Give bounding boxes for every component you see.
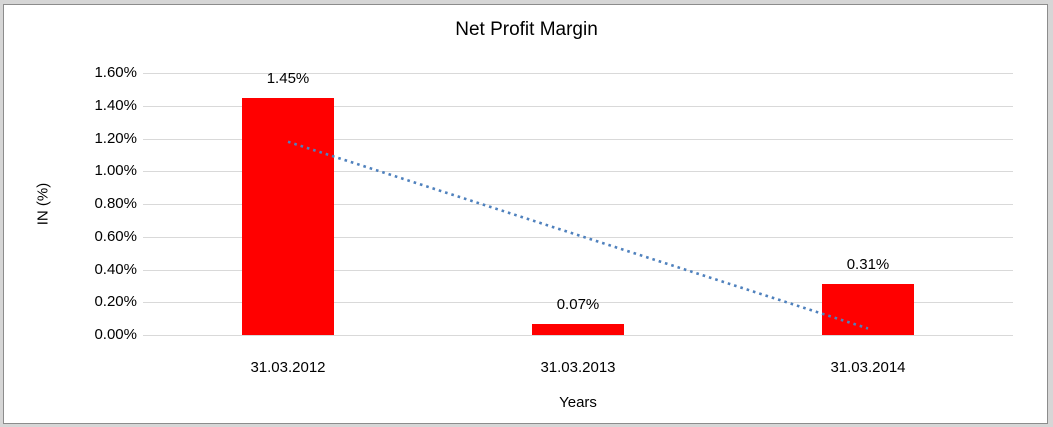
y-axis-tick-label: 1.20% <box>94 129 137 147</box>
gridline <box>143 138 1013 140</box>
y-axis-title: IN (%) <box>34 182 52 226</box>
y-axis-tick-label: 0.80% <box>94 195 137 212</box>
bar <box>532 323 624 335</box>
y-axis-tick-label: 1.60% <box>94 64 137 81</box>
gridline <box>143 335 1013 336</box>
x-axis-title: Years <box>559 394 597 411</box>
bar-value-label: 0.31% <box>846 256 890 274</box>
x-axis-category-label: 31.03.2012 <box>250 359 326 376</box>
y-axis-tick-label: 1.40% <box>94 96 137 114</box>
chart-title: Net Profit Margin <box>455 19 598 40</box>
y-axis-tick-label: 0.20% <box>94 293 137 311</box>
y-axis-tick-label: 0.40% <box>94 260 137 278</box>
gridline <box>143 105 1013 107</box>
y-axis-tick-label: 1.00% <box>94 162 137 180</box>
y-axis-tick-label: 0.60% <box>94 227 137 245</box>
bar-value-label: 0.07% <box>556 295 600 313</box>
bar <box>242 97 334 335</box>
x-axis-category-label: 31.03.2013 <box>540 359 616 376</box>
y-axis-tick-label: 0.00% <box>94 326 137 343</box>
x-axis-category-label: 31.03.2014 <box>830 359 906 376</box>
gridline <box>143 73 1013 74</box>
bar-value-label: 1.45% <box>266 69 310 87</box>
bar <box>822 284 914 335</box>
